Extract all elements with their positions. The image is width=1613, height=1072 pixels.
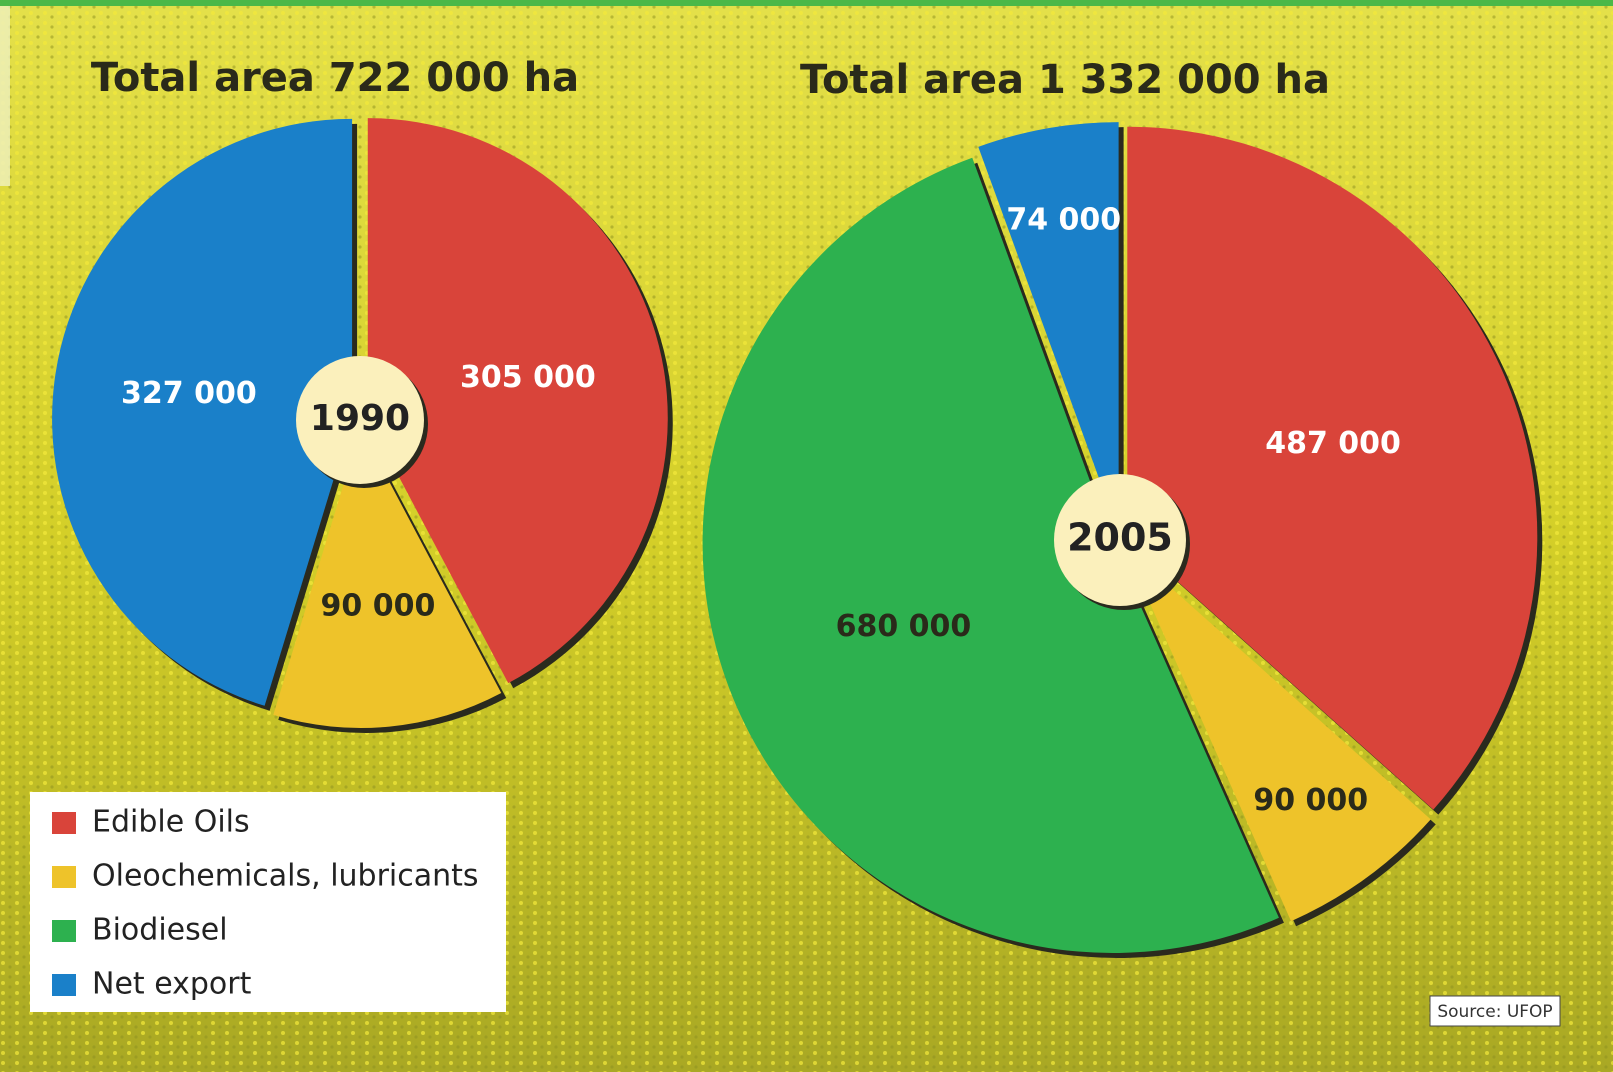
value-label: 680 000 <box>836 609 972 644</box>
source: Source: UFOP <box>1437 1002 1552 1022</box>
chart-title: Total area 1 332 000 ha <box>800 57 1330 103</box>
legend-swatch <box>52 974 76 996</box>
pie-slice <box>273 427 502 728</box>
value-label: 327 000 <box>121 376 257 411</box>
legend: Edible Oils Oleochemicals, lubricants Biod… <box>30 792 506 1012</box>
center-label: 2005 <box>1067 516 1173 560</box>
legend-box <box>30 792 506 1012</box>
center-disc <box>296 356 424 484</box>
legend-label: Edible Oils <box>92 805 250 840</box>
source-box <box>1429 995 1561 1027</box>
center-label: 1990 <box>310 398 410 439</box>
value-label: 74 000 <box>1006 203 1121 238</box>
pie-slice <box>52 118 353 706</box>
legend-label: Net export <box>92 967 252 1002</box>
chart-title: Total area 722 000 ha <box>91 55 579 101</box>
pie-slice <box>702 157 1279 953</box>
legend-swatch <box>52 812 76 834</box>
pie-slice <box>1127 126 1538 810</box>
value-label: 305 000 <box>460 360 596 395</box>
legend-swatch <box>52 920 76 942</box>
side-strip <box>0 6 10 186</box>
value-label: 487 000 <box>1265 426 1401 461</box>
value-label: 90 000 <box>321 589 436 624</box>
top-border <box>0 0 1613 6</box>
legend-label: Biodiesel <box>92 913 228 948</box>
legend-swatch <box>52 866 76 888</box>
pie-slice <box>367 118 668 684</box>
legend-label: Oleochemicals, lubricants <box>92 859 479 894</box>
center-disc <box>1054 474 1186 606</box>
pie-slice <box>978 122 1119 533</box>
value-label: 90 000 <box>1253 783 1368 818</box>
pie-slice <box>1124 546 1431 922</box>
